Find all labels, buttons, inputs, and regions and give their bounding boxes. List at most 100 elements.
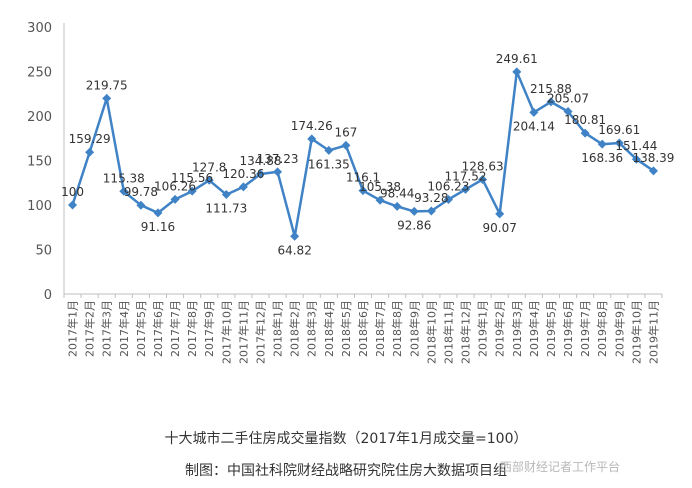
data-point [529,107,539,117]
x-tick-label: 2018年8月 [390,300,404,357]
data-label: 93.28 [414,191,448,205]
data-point [307,134,317,144]
data-point [324,145,334,155]
data-label: 115.56 [171,171,213,185]
x-tick-label: 2018年3月 [305,300,319,357]
data-label: 92.86 [397,218,431,232]
data-label: 64.82 [277,243,311,257]
data-point [614,138,624,148]
data-point [102,93,112,103]
data-label: 98.44 [380,186,414,200]
watermark: 西部财经记者工作平台 [500,460,621,474]
data-label: 219.75 [86,78,128,92]
data-point [512,67,522,77]
x-tick-label: 2019年9月 [612,300,626,357]
x-tick-label: 2017年12月 [253,300,267,364]
data-label: 116.1 [346,171,380,185]
data-point [255,169,265,179]
data-label: 91.16 [141,220,175,234]
data-label: 106.23 [427,179,469,193]
data-point [221,190,231,200]
data-point [443,194,453,204]
x-tick-label: 2018年12月 [459,300,473,364]
chart-title: 十大城市二手住房成交量指数（2017年1月成交量=100） [164,431,528,447]
data-point [358,186,368,196]
x-tick-label: 2017年1月 [66,300,80,357]
x-tick-label: 2017年3月 [100,300,114,357]
data-point [153,208,163,218]
data-point [478,175,488,185]
data-label: 180.81 [564,113,606,127]
x-tick-label: 2019年2月 [493,300,507,357]
line-chart: 0 50 100 150 200 250 300 2017年1月 2017年2月 2017年3月 2… [27,21,674,364]
data-label: 249.61 [496,52,538,66]
data-point [170,194,180,204]
data-label: 205.07 [547,91,589,105]
y-tick-label: 50 [35,244,52,259]
data-point [631,154,641,164]
data-label: 169.61 [598,123,640,137]
y-tick-label: 150 [27,155,52,170]
data-point [563,106,573,116]
data-point [68,200,78,210]
data-label: 215.88 [530,82,572,96]
data-point [238,182,248,192]
data-label: 105.38 [359,180,401,194]
data-point [648,166,658,176]
data-label: 120.36 [222,167,264,181]
x-tick-label: 2019年10月 [629,300,643,364]
x-tick-label: 2018年7月 [373,300,387,357]
data-label: 90.07 [483,221,517,235]
data-point [341,140,351,150]
y-tick-label: 100 [27,199,52,214]
data-point [375,195,385,205]
x-tick-label: 2017年8月 [185,300,199,357]
data-label: 128.63 [462,160,504,174]
data-point [426,206,436,216]
data-label: 151.44 [615,139,657,153]
data-label: 137.23 [257,152,299,166]
data-label: 159.29 [69,132,111,146]
x-tick-label: 2017年7月 [168,300,182,357]
data-point [290,231,300,241]
data-point [597,139,607,149]
data-point [204,175,214,185]
y-tick-label: 250 [27,66,52,81]
y-tick-label: 0 [44,288,52,303]
data-label: 100 [61,185,84,199]
x-tick-label: 2018年5月 [339,300,353,357]
chart-source: 制图：中国社科院财经战略研究院住房大数据项目组 [185,463,507,479]
data-point [495,209,505,219]
data-point [409,206,419,216]
data-point [392,201,402,211]
data-label: 174.26 [291,119,333,133]
data-label: 167 [334,125,357,139]
x-tick-label: 2018年10月 [424,300,438,364]
x-tick-label: 2019年1月 [476,300,490,357]
x-tick-label: 2017年6月 [151,300,165,357]
data-point [580,128,590,138]
x-tick-label: 2017年9月 [202,300,216,357]
x-tick-label: 2018年2月 [288,300,302,357]
data-label: 117.52 [445,169,487,183]
y-tick-label: 300 [27,21,52,36]
data-point [85,147,95,157]
data-label: 115.38 [103,171,145,185]
x-tick-label: 2019年3月 [510,300,524,357]
x-tick-label: 2019年6月 [561,300,575,357]
x-tick-label: 2018年6月 [356,300,370,357]
data-label: 138.39 [632,151,674,165]
x-tick-label: 2019年4月 [527,300,541,357]
x-tick-label: 2017年2月 [83,300,97,357]
data-label: 161.35 [308,157,350,171]
x-tick-label: 2018年9月 [407,300,421,357]
data-point [187,186,197,196]
data-label: 99.78 [124,185,158,199]
y-tick-label: 200 [27,110,52,125]
x-tick-label: 2019年5月 [544,300,558,357]
data-label: 111.73 [205,202,247,216]
data-label: 204.14 [513,119,555,133]
data-point [273,167,283,177]
data-label: 168.36 [581,151,623,165]
data-point [136,200,146,210]
